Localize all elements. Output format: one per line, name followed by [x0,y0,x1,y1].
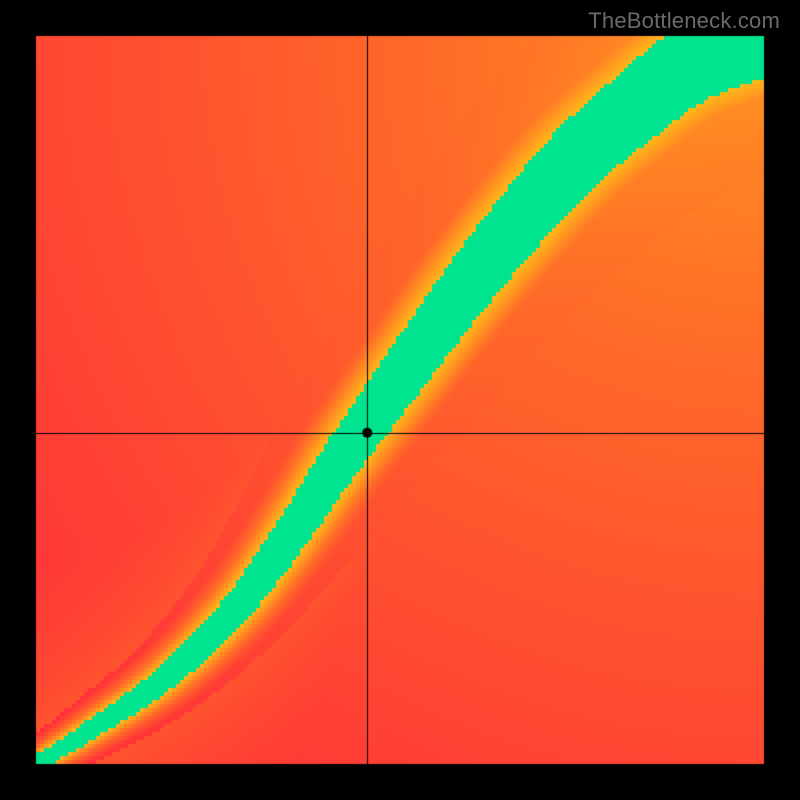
heatmap-canvas [0,0,800,800]
bottleneck-figure: TheBottleneck.com [0,0,800,800]
watermark-text: TheBottleneck.com [588,8,780,34]
